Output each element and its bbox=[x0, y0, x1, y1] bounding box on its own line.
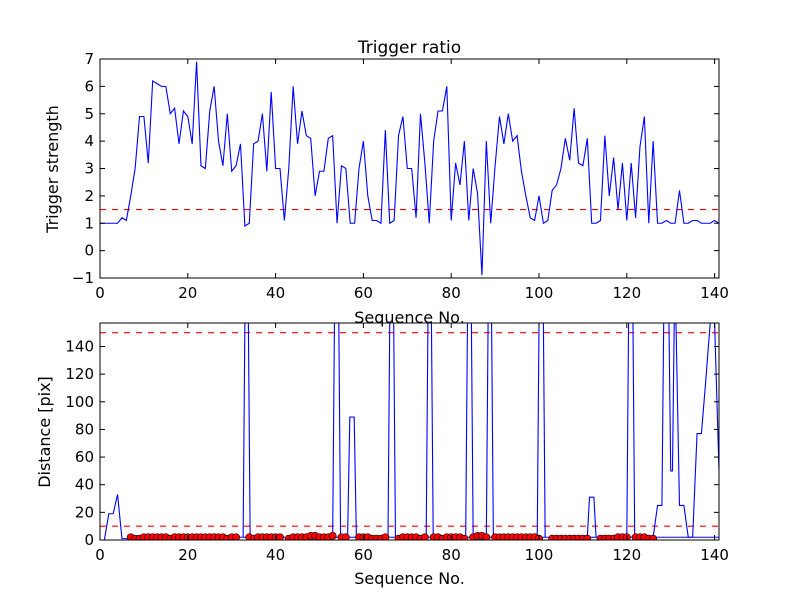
data-point bbox=[232, 533, 240, 540]
series-spike-10 bbox=[652, 323, 719, 538]
series-spike-4 bbox=[425, 323, 434, 538]
data-point bbox=[381, 533, 390, 540]
distance-panel: 0 20 40 60 80 100 120 140 0 20 40 60 80 100 120 140 Seq… bbox=[35, 322, 729, 588]
x-tick-label: 60 bbox=[354, 546, 373, 564]
series-spike-0 bbox=[242, 323, 251, 538]
x-tick-label: 20 bbox=[178, 546, 197, 564]
x-tick-label: 0 bbox=[95, 546, 105, 564]
x-tick-label: 60 bbox=[354, 284, 373, 302]
y-tick-label: 0 bbox=[84, 531, 94, 549]
data-point bbox=[583, 534, 592, 540]
series-spike-3 bbox=[387, 323, 396, 538]
x-tick-label: 140 bbox=[700, 546, 729, 564]
x-tick-label: 120 bbox=[612, 284, 641, 302]
x-tick-label: 100 bbox=[525, 284, 554, 302]
y-tick-label: 4 bbox=[84, 132, 94, 150]
y-tick-label: 2 bbox=[84, 187, 94, 205]
y-axis-label: Trigger strength bbox=[43, 105, 62, 234]
x-axis-label: Sequence No. bbox=[354, 569, 465, 588]
x-tick-label: 140 bbox=[700, 284, 729, 302]
chart-title: Trigger ratio bbox=[357, 38, 461, 58]
y-tick-label: 140 bbox=[65, 337, 94, 355]
plot-frame bbox=[99, 322, 720, 541]
y-tick-label: 3 bbox=[84, 160, 94, 178]
data-point bbox=[328, 531, 337, 540]
y-tick-label: 1 bbox=[84, 214, 94, 232]
y-tick-label: 80 bbox=[75, 420, 94, 438]
distance-axes: 0 20 40 60 80 100 120 140 0 20 40 60 80 100 120 140 bbox=[65, 322, 729, 564]
y-tick-label: 60 bbox=[75, 448, 94, 466]
y-tick-label: −1 bbox=[72, 269, 94, 287]
x-tick-label: 100 bbox=[525, 546, 554, 564]
series-spike-5 bbox=[465, 323, 474, 538]
y-tick-label: 6 bbox=[84, 77, 94, 95]
data-point bbox=[420, 533, 429, 540]
data-point bbox=[649, 534, 658, 540]
x-tick-label: 20 bbox=[178, 284, 197, 302]
y-tick-label: 0 bbox=[84, 242, 94, 260]
y-tick-label: 7 bbox=[84, 50, 94, 68]
y-tick-label: 40 bbox=[75, 476, 94, 494]
data-point bbox=[482, 533, 491, 540]
series-spike-6 bbox=[485, 323, 494, 538]
x-tick-label: 40 bbox=[266, 284, 285, 302]
series-line-0 bbox=[100, 61, 719, 276]
series-spike-7 bbox=[536, 323, 546, 538]
y-tick-label: 20 bbox=[75, 503, 94, 521]
data-point bbox=[341, 533, 350, 540]
data-point bbox=[460, 534, 469, 540]
trigger-ratio-marks bbox=[100, 61, 719, 276]
distance-marks bbox=[100, 323, 719, 540]
series-spike-2 bbox=[347, 416, 357, 538]
x-axis-label: Sequence No. bbox=[354, 308, 465, 327]
y-tick-label: 120 bbox=[65, 365, 94, 383]
x-tick-label: 40 bbox=[266, 546, 285, 564]
y-tick-label: 5 bbox=[84, 105, 94, 123]
series-spike-1 bbox=[332, 323, 342, 538]
series-spike-8 bbox=[586, 496, 597, 538]
x-tick-label: 120 bbox=[612, 546, 641, 564]
x-tick-label: 80 bbox=[442, 546, 461, 564]
x-tick-label: 0 bbox=[95, 284, 105, 302]
x-tick-label: 80 bbox=[442, 284, 461, 302]
series-spike-9 bbox=[626, 323, 636, 538]
y-tick-label: 100 bbox=[65, 393, 94, 411]
data-point bbox=[276, 533, 284, 540]
y-axis-label: Distance [pix] bbox=[35, 376, 54, 488]
